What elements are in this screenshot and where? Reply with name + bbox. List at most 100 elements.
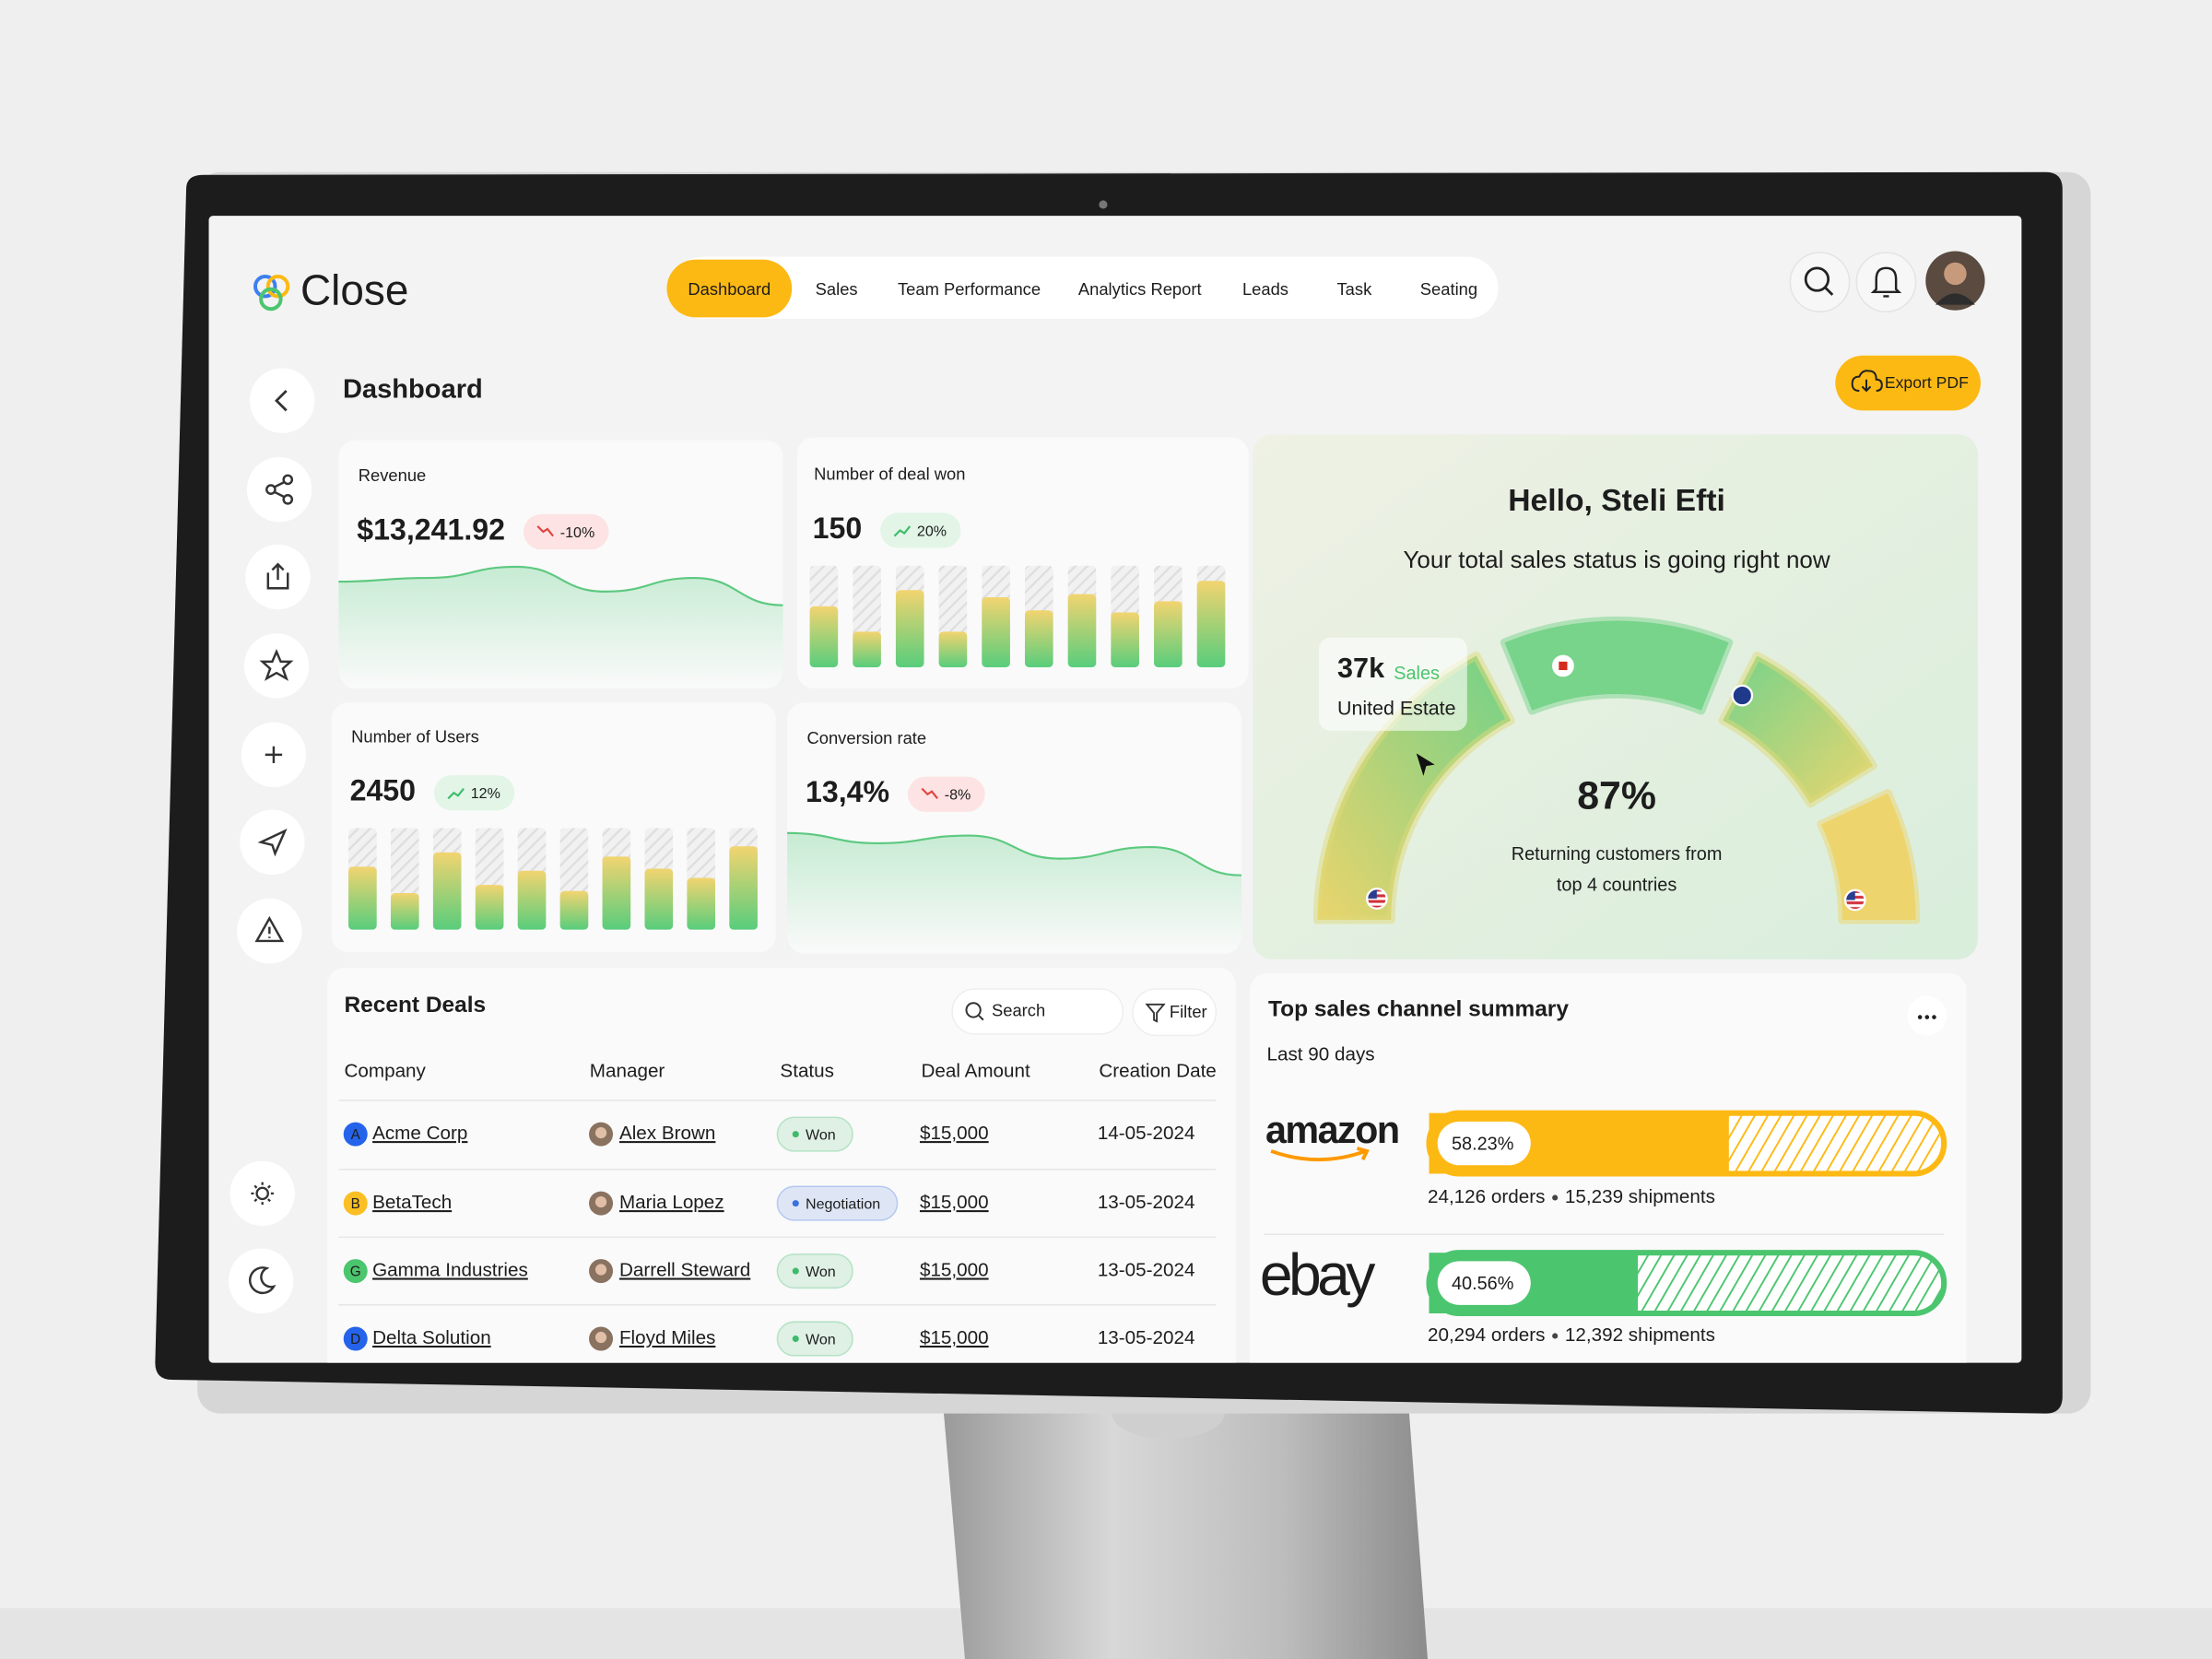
sparkline-area xyxy=(787,832,1241,954)
alerts-button[interactable] xyxy=(237,899,302,964)
share-label: 58.23% xyxy=(1452,1134,1513,1154)
tooltip-unit: Sales xyxy=(1394,664,1440,684)
company-link[interactable]: Delta Solution xyxy=(372,1327,491,1348)
deals-card xyxy=(327,968,1236,1363)
tooltip-country: United Estate xyxy=(1337,698,1456,720)
trend-icon xyxy=(447,787,465,800)
company-logo xyxy=(343,1122,368,1147)
channels-period: Last 90 days xyxy=(1266,1043,1374,1065)
company-initial: A xyxy=(351,1127,361,1143)
change-badge xyxy=(907,776,985,812)
stat-value: 150 xyxy=(813,512,863,545)
manager-avatar-face xyxy=(594,1264,607,1276)
creation-date: 14-05-2024 xyxy=(1098,1123,1195,1144)
dark-mode-button[interactable] xyxy=(228,1248,294,1313)
filter-label: Filter xyxy=(1170,1002,1207,1021)
nav-item[interactable]: Task xyxy=(1316,260,1394,318)
channels-title: Top sales channel summary xyxy=(1268,996,1569,1021)
page-title: Dashboard xyxy=(343,375,483,405)
nav-bar xyxy=(671,256,1499,319)
bar xyxy=(602,856,631,930)
filter-button[interactable]: Filter xyxy=(1132,988,1218,1037)
flag xyxy=(1843,888,1866,912)
gauge-caption: top 4 countries xyxy=(1557,875,1677,895)
orders: 20,294 orders xyxy=(1428,1324,1545,1346)
gauge-caption: Returning customers from xyxy=(1512,844,1723,865)
nav-item[interactable]: Analytics Report xyxy=(1057,260,1223,318)
stat-label: Revenue xyxy=(359,465,427,485)
nav-item-bg xyxy=(666,259,793,318)
user-avatar[interactable] xyxy=(1925,251,1985,311)
channels: amazon 58.23% 24,126 orders 15,239 shipment… xyxy=(1260,1109,1947,1346)
sparkline xyxy=(338,565,783,606)
screen: Close Dashboard Sales Team Performance Anal… xyxy=(208,216,2022,1363)
nav-item[interactable]: Leads xyxy=(1221,260,1310,318)
add-button[interactable] xyxy=(241,722,307,788)
nav-item[interactable]: Sales xyxy=(794,260,879,318)
nav-label: Analytics Report xyxy=(1078,279,1202,299)
deals-table: Company Manager Status Deal Amount Creation … xyxy=(338,1061,1217,1357)
bar xyxy=(982,596,1010,667)
change-badge xyxy=(880,512,961,548)
trend-icon xyxy=(893,525,912,537)
company-initial: B xyxy=(351,1196,360,1212)
favorites-button[interactable] xyxy=(243,633,310,699)
manager-name: Darrell Steward xyxy=(619,1260,750,1281)
status-label: Won xyxy=(806,1264,836,1280)
share-button[interactable] xyxy=(246,456,312,523)
share-label-bg xyxy=(1437,1121,1531,1166)
bar xyxy=(853,631,881,667)
creation-date: 13-05-2024 xyxy=(1098,1327,1195,1348)
bar xyxy=(1196,581,1226,667)
stat-label: Number of Users xyxy=(351,726,479,746)
bar xyxy=(895,590,924,667)
logo-smile xyxy=(1270,1147,1370,1162)
status-badge xyxy=(776,1185,899,1221)
column-header: Manager xyxy=(590,1061,665,1082)
flag-leaf xyxy=(1559,661,1568,671)
status-dot xyxy=(792,1267,799,1275)
column-header: Deal Amount xyxy=(921,1061,1030,1082)
manager-name: Maria Lopez xyxy=(619,1192,724,1213)
status-label: Won xyxy=(806,1126,836,1143)
nav-label: Dashboard xyxy=(688,279,771,299)
upload-button[interactable] xyxy=(245,544,311,610)
trend-icon xyxy=(536,525,554,537)
notifications-button[interactable] xyxy=(1855,252,1917,313)
light-mode-button[interactable] xyxy=(229,1160,295,1227)
nav-item[interactable]: Seating xyxy=(1399,260,1499,318)
manager-name: Alex Brown xyxy=(619,1123,715,1144)
company-logo xyxy=(343,1191,368,1216)
logo-icon xyxy=(253,275,290,312)
company-initial: G xyxy=(350,1265,361,1280)
stat-value: 2450 xyxy=(350,774,416,807)
change-value: 12% xyxy=(471,785,500,802)
back-button[interactable] xyxy=(249,368,315,433)
gauge-segment xyxy=(1718,651,1877,808)
column-header: Status xyxy=(780,1061,834,1082)
company-initial: D xyxy=(350,1332,360,1347)
greeting-title: Hello, Steli Efti xyxy=(1508,484,1725,518)
send-button[interactable] xyxy=(240,809,305,875)
company-link[interactable]: Acme Corp xyxy=(372,1123,467,1144)
bar xyxy=(475,885,504,930)
company-logo xyxy=(343,1259,368,1284)
export-button[interactable]: Export PDF xyxy=(1835,355,1981,411)
company-link[interactable]: BetaTech xyxy=(372,1192,452,1213)
creation-date: 13-05-2024 xyxy=(1098,1192,1195,1213)
gauge-percent: 87% xyxy=(1577,774,1656,818)
bar xyxy=(1111,612,1139,667)
nav-item[interactable]: Dashboard xyxy=(666,259,793,318)
company-link[interactable]: Gamma Industries xyxy=(372,1260,528,1281)
gauge-segment xyxy=(1817,789,1921,924)
share-label-bg xyxy=(1437,1261,1531,1305)
search-input[interactable]: Search xyxy=(951,988,1124,1035)
nav-item[interactable]: Team Performance xyxy=(877,260,1062,318)
more-button[interactable] xyxy=(1907,995,1947,1036)
deals-title: Recent Deals xyxy=(344,993,486,1018)
status-badge xyxy=(776,1116,853,1152)
search-button[interactable] xyxy=(1789,252,1851,313)
manager-avatar-face xyxy=(594,1195,607,1208)
change-value: -8% xyxy=(945,787,971,804)
